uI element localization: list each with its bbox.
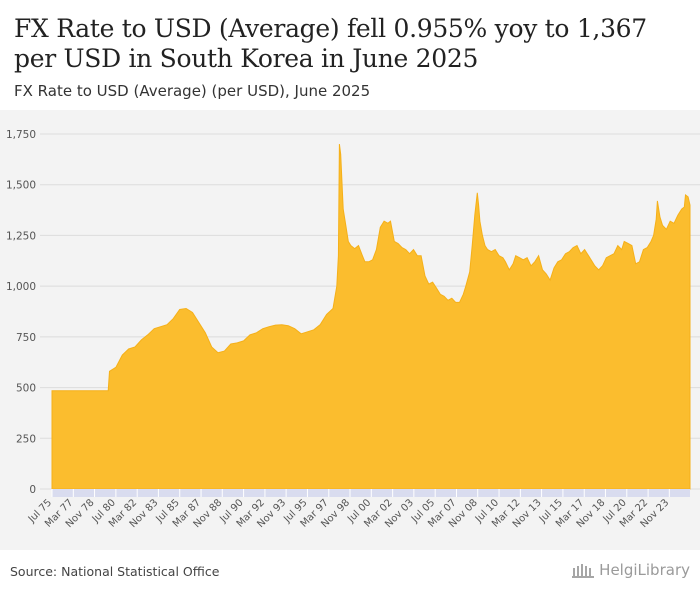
source-note: Source: National Statistical Office: [10, 564, 220, 579]
library-building-icon: [572, 564, 595, 578]
chart-title: FX Rate to USD (Average) fell 0.955% yoy…: [14, 14, 647, 73]
logo-text: HelgiLibrary: [599, 561, 690, 579]
y-tick-label: 0: [29, 484, 36, 496]
y-tick-label: 750: [16, 332, 36, 344]
chart-subtitle: FX Rate to USD (Average) (per USD), June…: [14, 82, 371, 100]
chart-plot-area: 0 250 500 750 1,000 1,250 1,500 1,750 Jul 75 Mar …: [0, 110, 700, 550]
y-tick-label: 500: [16, 383, 36, 395]
y-tick-label: 1,750: [6, 129, 36, 141]
y-tick-label: 1,000: [6, 281, 36, 293]
area-series: [51, 144, 691, 490]
y-tick-label: 250: [16, 433, 36, 445]
helgi-library-logo: HelgiLibrary: [571, 561, 690, 579]
y-tick-label: 1,250: [6, 230, 36, 242]
y-tick-label: 1,500: [6, 180, 36, 192]
